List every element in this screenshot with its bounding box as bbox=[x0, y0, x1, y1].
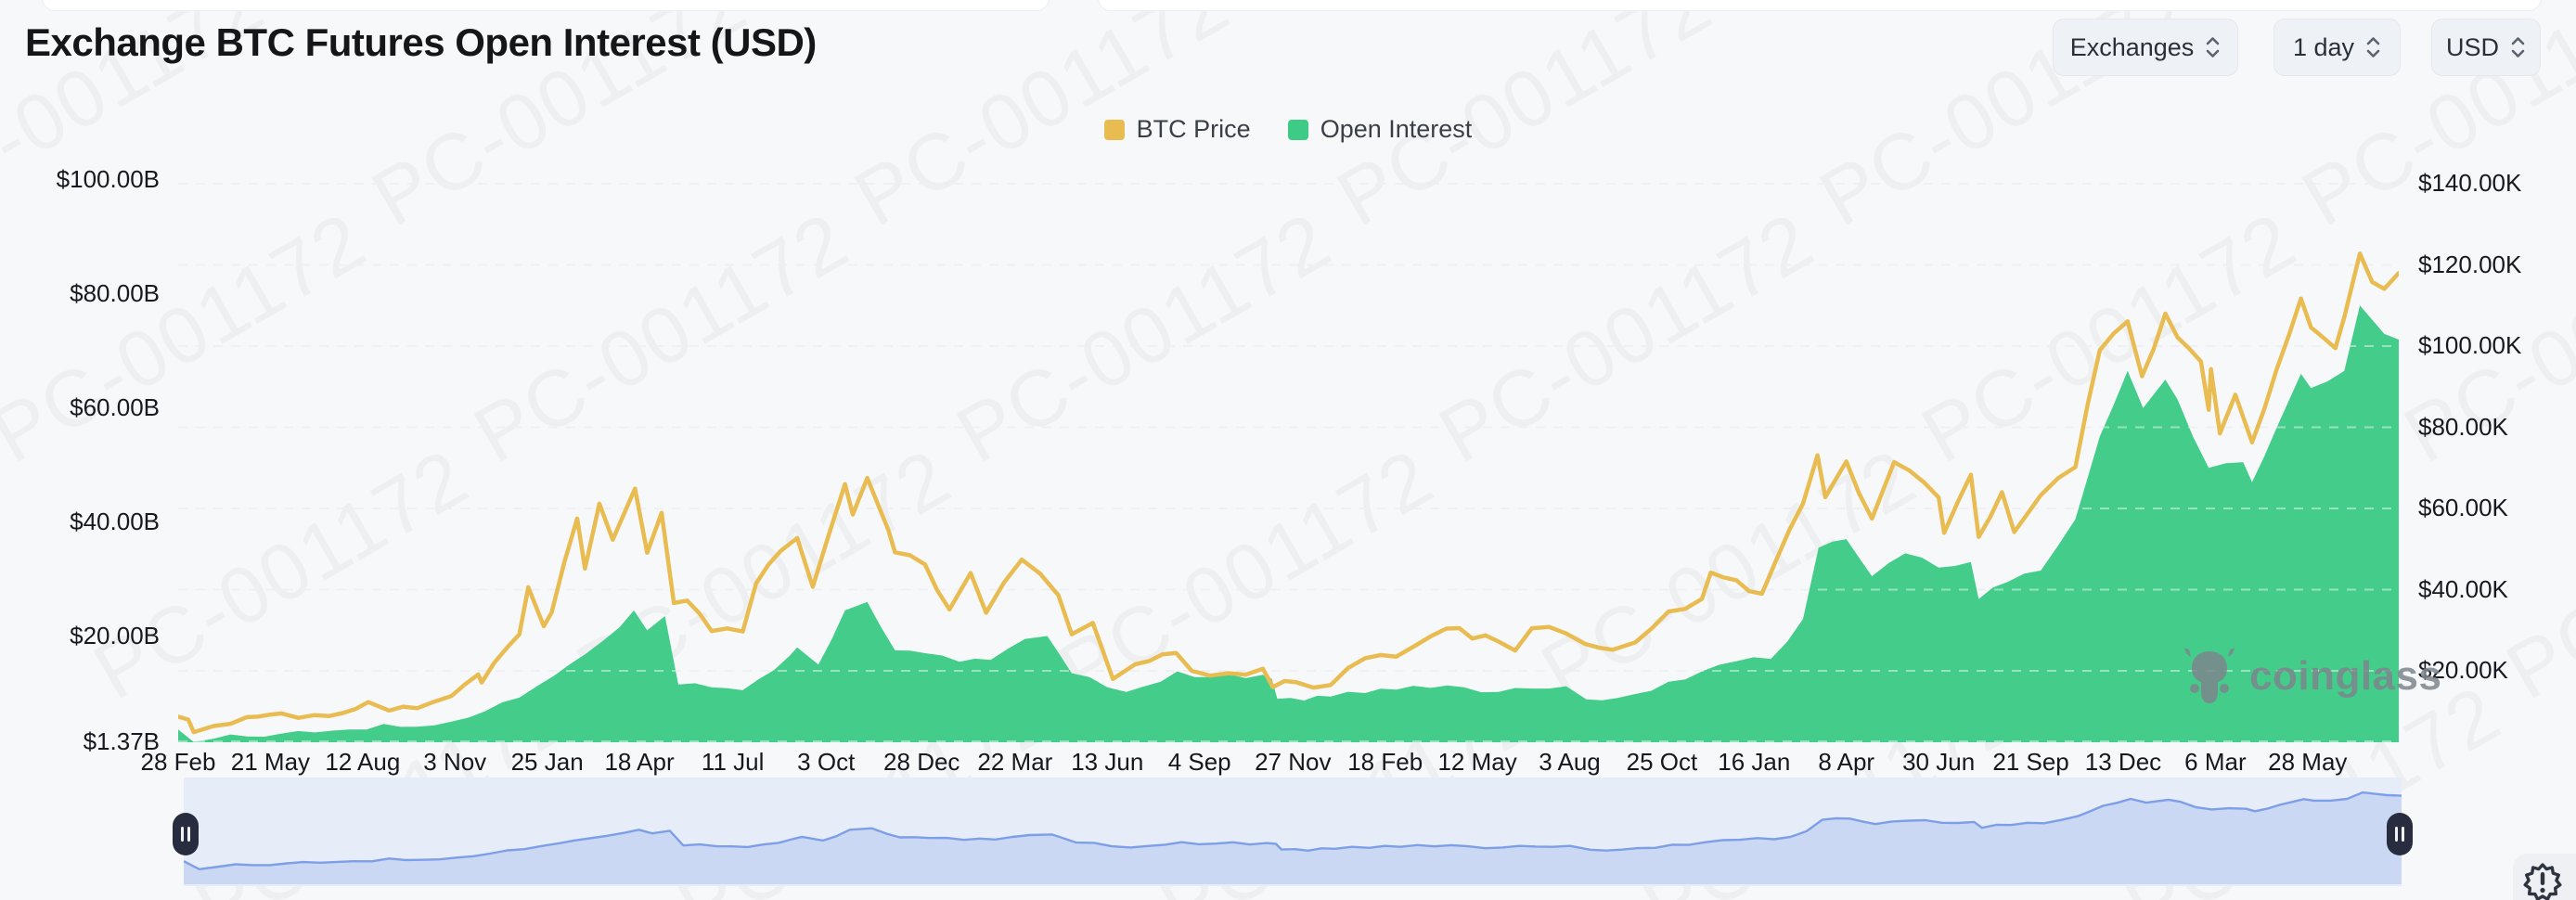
x-axis-label: 6 Mar bbox=[2184, 748, 2247, 776]
select-chevrons-icon bbox=[2206, 37, 2220, 58]
y-axis-left-label: $80.00B bbox=[70, 278, 160, 307]
x-axis-label: 22 Mar bbox=[977, 748, 1053, 776]
y-axis-right-label: $60.00K bbox=[2418, 494, 2508, 521]
currency-select[interactable]: USD bbox=[2431, 19, 2541, 76]
x-axis-label: 28 Dec bbox=[883, 748, 960, 776]
y-axis-right-label: $120.00K bbox=[2418, 250, 2522, 278]
x-axis-label: 28 Feb bbox=[140, 748, 216, 776]
navigator-handle-left[interactable] bbox=[173, 813, 199, 855]
x-axis-label: 3 Nov bbox=[423, 748, 487, 776]
settings-gear-icon[interactable] bbox=[2520, 860, 2565, 900]
navigator-handle-right[interactable] bbox=[2387, 813, 2413, 855]
x-axis-label: 25 Oct bbox=[1626, 748, 1698, 776]
open-interest-swatch-icon bbox=[1287, 119, 1308, 140]
navigator-mini-chart bbox=[184, 791, 2402, 884]
x-axis-label: 21 May bbox=[230, 748, 311, 776]
y-axis-left-label: $20.00B bbox=[70, 621, 160, 649]
navigator-band[interactable] bbox=[184, 778, 2402, 886]
x-axis-label: 16 Jan bbox=[1718, 748, 1791, 776]
x-axis-label: 13 Dec bbox=[2084, 748, 2162, 776]
x-axis-label: 28 May bbox=[2268, 748, 2348, 776]
legend-item-btc-price[interactable]: BTC Price bbox=[1103, 115, 1251, 144]
interval-select[interactable]: 1 day bbox=[2273, 19, 2401, 76]
y-axis-left-label: $60.00B bbox=[70, 392, 160, 421]
y-axis-left-label: $100.00B bbox=[56, 165, 160, 194]
legend-label: Open Interest bbox=[1320, 115, 1473, 143]
y-axis-right-label: $80.00K bbox=[2418, 412, 2508, 441]
legend-item-open-interest[interactable]: Open Interest bbox=[1287, 115, 1473, 144]
x-axis-label: 3 Aug bbox=[1539, 748, 1601, 776]
select-chevrons-icon bbox=[2366, 37, 2380, 58]
x-axis-label: 27 Nov bbox=[1255, 748, 1332, 776]
x-axis-label: 25 Jan bbox=[510, 748, 584, 776]
y-axis-right-label: $20.00K bbox=[2418, 656, 2508, 684]
y-axis-right-label: $100.00K bbox=[2418, 331, 2522, 359]
x-axis-label: 21 Sep bbox=[1992, 748, 2069, 776]
y-axis-left-label: $40.00B bbox=[70, 507, 160, 535]
x-axis-label: 18 Apr bbox=[604, 748, 675, 776]
x-axis-label: 13 Jun bbox=[1071, 748, 1144, 776]
x-axis-label: 4 Sep bbox=[1167, 748, 1231, 776]
currency-select-label: USD bbox=[2445, 32, 2499, 61]
page-title: Exchange BTC Futures Open Interest (USD) bbox=[25, 20, 817, 64]
legend-label: BTC Price bbox=[1136, 115, 1251, 143]
interval-select-label: 1 day bbox=[2292, 32, 2355, 61]
x-axis-label: 8 Apr bbox=[1818, 748, 1875, 776]
x-axis-label: 11 Jul bbox=[701, 748, 765, 776]
select-chevrons-icon bbox=[2511, 37, 2525, 58]
x-axis-label: 3 Oct bbox=[797, 748, 856, 776]
y-axis-left-label: $1.37B bbox=[83, 727, 160, 755]
y-axis-right-label: $40.00K bbox=[2418, 574, 2508, 603]
x-axis-label: 18 Feb bbox=[1347, 748, 1423, 776]
x-axis-label: 12 May bbox=[1437, 748, 1517, 776]
x-axis-label: 30 Jun bbox=[1902, 748, 1976, 776]
btc-price-swatch-icon bbox=[1103, 119, 1125, 140]
exchanges-select[interactable]: Exchanges bbox=[2053, 19, 2238, 76]
y-axis-right-label: $140.00K bbox=[2418, 169, 2522, 197]
chart-legend: BTC Price Open Interest bbox=[0, 115, 2576, 144]
exchanges-select-label: Exchanges bbox=[2069, 32, 2195, 61]
x-axis-label: 12 Aug bbox=[325, 748, 401, 776]
